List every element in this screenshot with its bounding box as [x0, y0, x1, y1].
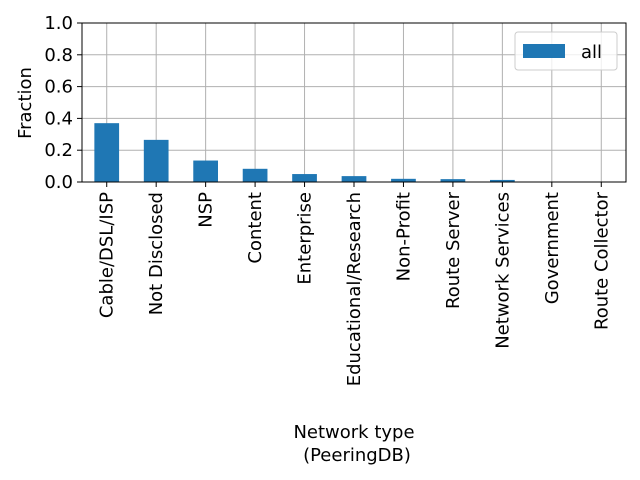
x-axis-label-line2: (PeeringDB) [303, 445, 411, 466]
bar [143, 139, 169, 182]
bar [341, 176, 367, 182]
x-tick-label: Route Collector [591, 191, 612, 330]
x-tick-label: Government [542, 192, 563, 304]
y-tick-label: 0.4 [44, 108, 73, 129]
legend-box [514, 31, 618, 71]
x-tick-label: Content [245, 192, 266, 264]
bars [94, 123, 614, 182]
x-tick-label: Route Server [443, 191, 464, 309]
x-tick-label: Network Services [492, 192, 513, 349]
bar [440, 179, 466, 182]
x-tick-label: NSP [196, 192, 217, 228]
y-tick-label: 0.6 [44, 77, 73, 98]
legend-swatch [523, 44, 565, 58]
bar [490, 179, 515, 182]
y-axis: 0.0 0.2 0.4 0.6 0.8 1.0 [44, 13, 82, 193]
legend: all [514, 31, 618, 71]
bar [242, 168, 268, 182]
y-tick-label: 0.0 [44, 172, 73, 193]
bar [193, 160, 218, 182]
y-tick-label: 0.8 [44, 45, 73, 66]
y-axis-label: Fraction [15, 67, 36, 139]
x-axis: Cable/DSL/ISP Not Disclosed NSP Content Ente… [97, 182, 612, 386]
y-tick-label: 0.2 [44, 140, 73, 161]
x-tick-label: Not Disclosed [146, 192, 167, 315]
bar [391, 178, 416, 182]
y-tick-label: 1.0 [44, 13, 73, 34]
bar [94, 123, 120, 182]
legend-label: all [581, 42, 602, 63]
x-axis-label-line1: Network type [293, 422, 414, 443]
bar [292, 174, 317, 182]
x-tick-label: Educational/Research [344, 192, 365, 386]
x-tick-label: Cable/DSL/ISP [97, 192, 118, 318]
x-tick-label: Enterprise [295, 192, 316, 285]
x-tick-label: Non-Profit [393, 192, 414, 281]
